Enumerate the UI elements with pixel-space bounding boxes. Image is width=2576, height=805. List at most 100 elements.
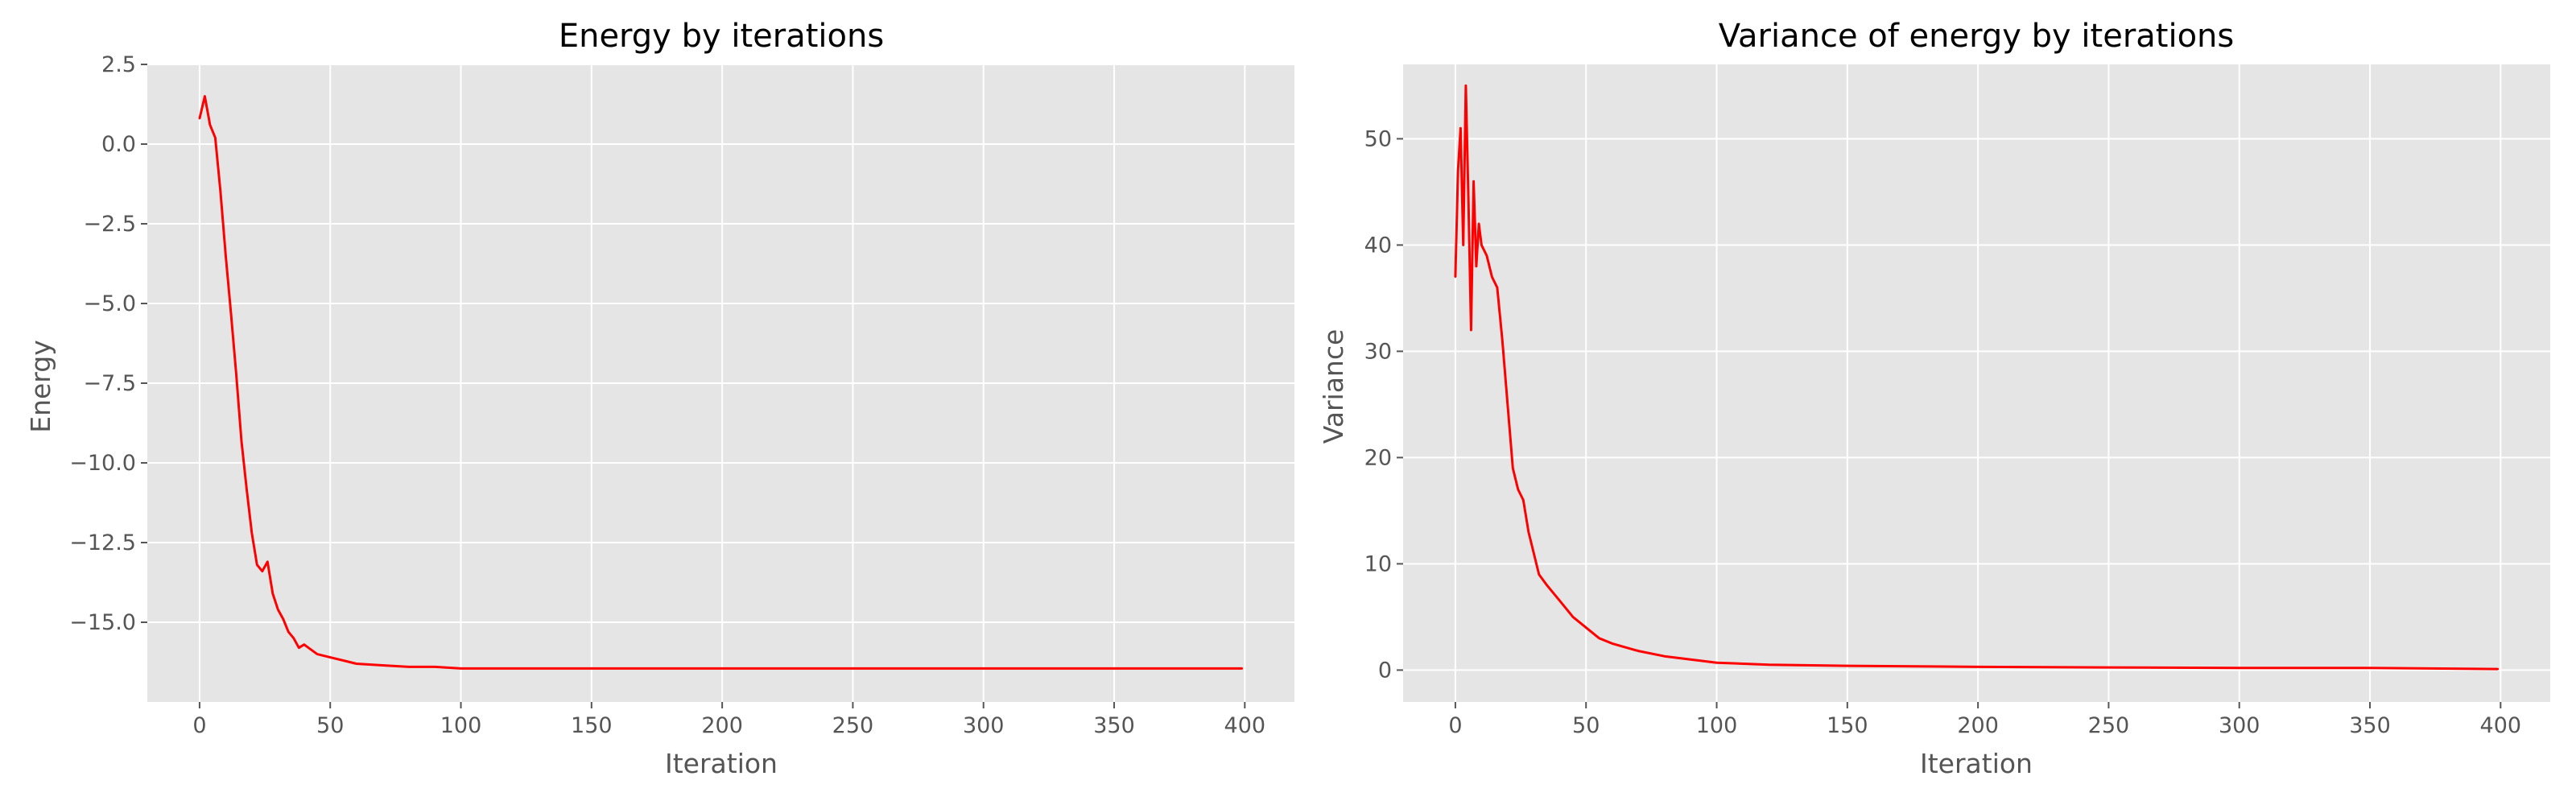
variance-data-point	[1475, 265, 1478, 267]
energy-data-point	[229, 312, 233, 315]
energy-y-tick-label: 2.5	[101, 52, 136, 77]
variance-data-point	[1517, 488, 1520, 491]
energy-data-point	[219, 191, 222, 193]
energy-data-point	[256, 564, 258, 566]
energy-data-point	[208, 124, 212, 126]
variance-data-point	[1522, 499, 1525, 502]
energy-data-point	[1241, 667, 1244, 670]
energy-data-point	[277, 609, 279, 611]
variance-data-point	[1496, 287, 1499, 289]
variance-data-point	[1459, 127, 1462, 130]
variance-data-point	[1571, 616, 1575, 618]
variance-data-point	[1472, 180, 1475, 183]
variance-data-point	[1533, 552, 1535, 555]
energy-x-tick-label: 350	[1093, 713, 1135, 738]
variance-data-point	[1558, 600, 1562, 602]
energy-data-point	[852, 667, 854, 670]
energy-series-line	[198, 95, 1243, 670]
variance-data-point	[1585, 626, 1587, 629]
energy-y-tick-label: −12.5	[69, 530, 136, 555]
energy-data-point	[1113, 667, 1116, 670]
energy-x-tick-label: 400	[1224, 713, 1266, 738]
energy-data-point	[590, 667, 592, 670]
variance-y-tick-label: 0	[1378, 658, 1392, 683]
energy-x-tick-label: 250	[832, 713, 874, 738]
energy-data-point	[240, 440, 243, 442]
energy-data-point	[342, 659, 345, 662]
energy-data-point	[214, 136, 217, 139]
energy-x-tick-label: 50	[316, 713, 344, 738]
energy-x-tick-label: 0	[192, 713, 206, 738]
variance-data-point	[1663, 655, 1666, 658]
variance-data-point	[1462, 244, 1464, 246]
variance-x-tick-label: 100	[1696, 713, 1738, 738]
energy-grid	[147, 64, 1294, 702]
energy-data-point	[282, 617, 284, 621]
energy-data-point	[266, 560, 269, 563]
energy-data-point	[460, 667, 462, 670]
energy-x-tick-label: 100	[440, 713, 482, 738]
variance-chart-title: Variance of energy by iterations	[1719, 18, 2234, 55]
energy-data-point	[204, 95, 206, 97]
variance-x-tick-label: 150	[1827, 713, 1868, 738]
variance-data-point	[1546, 584, 1548, 586]
energy-x-tick-label: 150	[571, 713, 613, 738]
variance-data-point	[1485, 254, 1488, 257]
variance-x-tick-label: 350	[2349, 713, 2391, 738]
variance-data-point	[1501, 340, 1504, 342]
energy-data-point	[271, 592, 274, 595]
energy-data-point	[433, 666, 436, 668]
energy-data-point	[198, 118, 201, 120]
energy-data-point	[316, 653, 319, 655]
variance-plot-area	[1403, 64, 2550, 702]
variance-data-point	[1480, 244, 1483, 246]
variance-x-tick-label: 0	[1448, 713, 1462, 738]
energy-data-point	[512, 667, 514, 670]
variance-y-tick-label: 20	[1364, 445, 1392, 470]
variance-data-point	[1846, 664, 1848, 667]
variance-data-point	[1470, 328, 1472, 332]
variance-x-tick-label: 300	[2219, 713, 2260, 738]
energy-y-axis-label: Energy	[25, 340, 56, 433]
variance-x-axis-label: Iteration	[1920, 748, 2033, 779]
variance-data-point	[1477, 222, 1480, 225]
variance-x-tick-label: 50	[1572, 713, 1600, 738]
variance-data-point	[1464, 85, 1468, 87]
variance-y-tick-label: 50	[1364, 126, 1392, 151]
variance-data-point	[1689, 658, 1692, 661]
variance-data-point	[1538, 573, 1541, 576]
variance-data-point	[1715, 662, 1718, 664]
variance-data-point	[2496, 667, 2500, 671]
variance-data-point	[2107, 666, 2110, 669]
energy-data-point	[250, 531, 253, 535]
variance-y-tick-label: 10	[1364, 551, 1392, 576]
energy-data-point	[355, 663, 357, 665]
energy-data-point	[235, 372, 237, 375]
energy-y-tick-label: 0.0	[101, 132, 136, 157]
energy-chart-title: Energy by iterations	[559, 18, 884, 55]
variance-data-point	[2238, 667, 2240, 669]
energy-data-point	[982, 667, 985, 670]
energy-data-point	[287, 630, 290, 634]
variance-data-point	[1506, 403, 1509, 406]
energy-data-point	[303, 643, 305, 646]
energy-x-tick-label: 200	[701, 713, 743, 738]
variance-data-point	[1491, 275, 1493, 279]
variance-x-tick-label: 400	[2480, 713, 2522, 738]
energy-y-tick-label: −5.0	[83, 291, 136, 316]
variance-data-point	[1527, 530, 1530, 533]
variance-x-tick-label: 250	[2088, 713, 2130, 738]
variance-data-point	[1598, 637, 1600, 639]
variance-chart: 0 50 100 150 200 250 300 350 400 0 10 20 30 40 50 Vari…	[1318, 18, 2550, 779]
energy-y-tick-label: −7.5	[83, 371, 136, 396]
variance-series	[1454, 84, 2500, 671]
variance-y-axis-label: Variance	[1318, 329, 1349, 444]
variance-y-tick-label: 40	[1364, 233, 1392, 258]
variance-data-point	[1454, 275, 1457, 279]
variance-data-point	[1637, 650, 1640, 652]
variance-data-point	[1768, 663, 1770, 666]
variance-data-point	[1611, 642, 1613, 645]
energy-data-point	[381, 664, 384, 667]
variance-data-point	[1976, 666, 1979, 668]
